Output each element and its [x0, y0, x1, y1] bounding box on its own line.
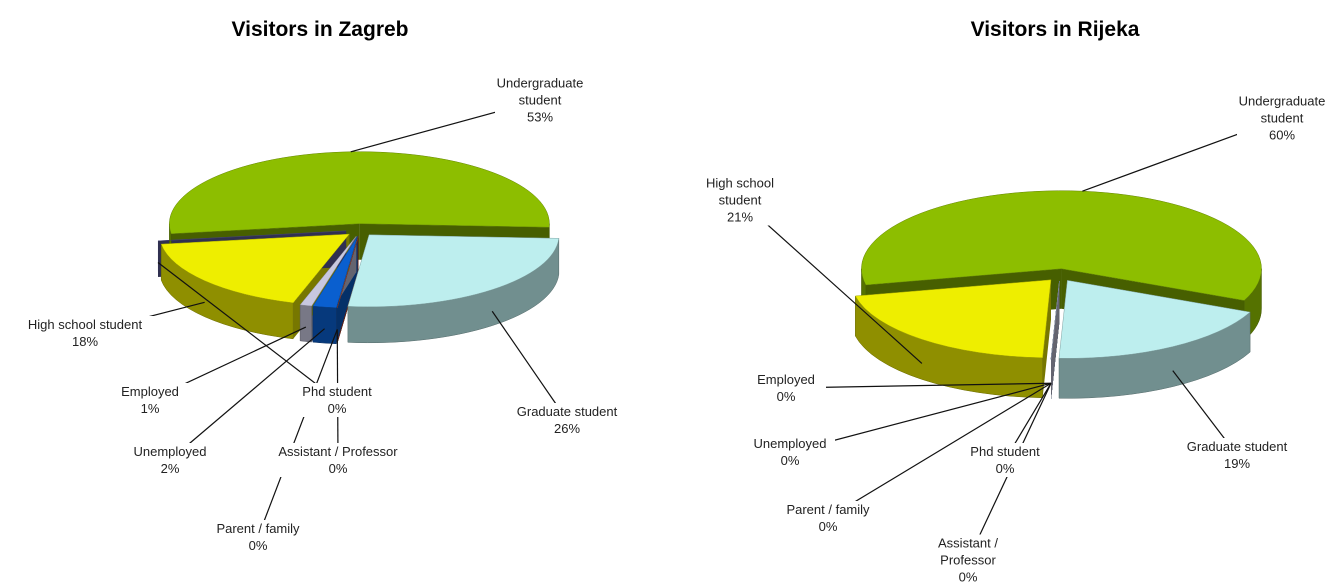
category-label: Employed	[746, 371, 826, 388]
category-label: High school student	[15, 316, 155, 333]
value-label: 60%	[1237, 127, 1327, 144]
category-label: High school student	[695, 175, 785, 209]
category-label: Graduate student	[1172, 438, 1302, 455]
category-label: Undergraduate student	[495, 75, 585, 109]
category-label: Undergraduate student	[1237, 93, 1327, 127]
value-label: 0%	[203, 537, 313, 554]
category-label: Phd student	[292, 383, 382, 400]
category-label: Assistant / Professor	[268, 443, 408, 460]
value-label: 18%	[15, 333, 155, 350]
slice-side	[313, 306, 336, 344]
category-label: Graduate student	[502, 403, 632, 420]
category-label: Parent / family	[203, 520, 313, 537]
value-label: 21%	[695, 209, 785, 226]
chart-title: Visitors in Zagreb	[232, 18, 409, 42]
category-label: Phd student	[960, 443, 1050, 460]
value-label: 26%	[502, 420, 632, 437]
chart-title: Visitors in Rijeka	[971, 18, 1140, 42]
category-label: Unemployed	[125, 443, 215, 460]
value-label: 0%	[292, 400, 382, 417]
slice-side	[300, 305, 312, 342]
slice	[169, 152, 549, 234]
value-label: 0%	[960, 460, 1050, 477]
category-label: Employed	[110, 383, 190, 400]
value-label: 1%	[110, 400, 190, 417]
value-label: 53%	[495, 109, 585, 126]
value-label: 19%	[1172, 455, 1302, 472]
category-label: Unemployed	[745, 435, 835, 452]
value-label: 2%	[125, 460, 215, 477]
leader-line	[258, 329, 337, 537]
value-label: 0%	[928, 569, 1008, 586]
category-label: Assistant / Professor	[928, 535, 1008, 569]
value-label: 0%	[745, 452, 835, 469]
value-label: 0%	[268, 460, 408, 477]
value-label: 0%	[773, 518, 883, 535]
category-label: Parent / family	[773, 501, 883, 518]
value-label: 0%	[746, 388, 826, 405]
